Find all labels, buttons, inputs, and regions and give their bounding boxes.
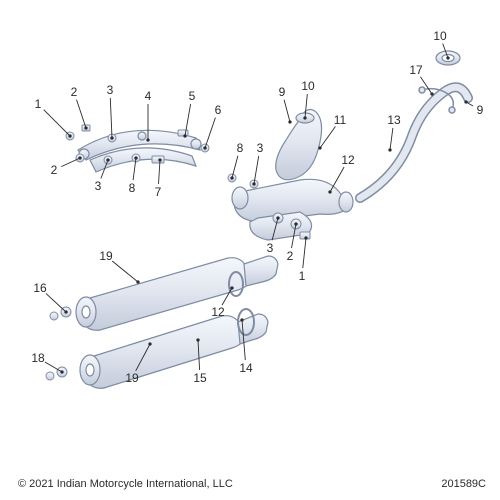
callout-number: 17	[409, 63, 422, 77]
callout-number: 3	[95, 179, 102, 193]
bracket-part	[78, 130, 201, 172]
tip-hardware	[46, 307, 71, 380]
callout-number: 19	[125, 371, 138, 385]
parts-illustration	[0, 0, 500, 500]
collector-pipe	[232, 179, 353, 240]
callout-number: 3	[267, 241, 274, 255]
diagram-canvas: 1234567823839101112131710923119161819151…	[0, 0, 500, 500]
callout-number: 14	[239, 361, 252, 375]
callout-number: 1	[299, 269, 306, 283]
callout-number: 16	[33, 281, 46, 295]
callout-number: 19	[99, 249, 112, 263]
callout-number: 15	[193, 371, 206, 385]
callout-number: 12	[341, 153, 354, 167]
callout-number: 9	[279, 85, 286, 99]
callout-number: 3	[257, 141, 264, 155]
callout-number: 8	[237, 141, 244, 155]
callout-number: 5	[189, 89, 196, 103]
header-pipe-front	[276, 110, 322, 180]
callout-number: 2	[287, 249, 294, 263]
callout-number: 6	[215, 103, 222, 117]
callout-number: 12	[211, 305, 224, 319]
callout-number: 18	[31, 351, 44, 365]
callout-number: 2	[71, 85, 78, 99]
callout-number: 3	[107, 83, 114, 97]
callout-number: 13	[387, 113, 400, 127]
callout-number: 10	[301, 79, 314, 93]
callout-number: 7	[155, 185, 162, 199]
copyright-text: © 2021 Indian Motorcycle International, …	[18, 478, 233, 490]
callout-number: 1	[35, 97, 42, 111]
callout-number: 11	[334, 113, 346, 127]
figure-id: 201589C	[441, 478, 486, 490]
callout-number: 10	[433, 29, 446, 43]
callout-number: 8	[129, 181, 136, 195]
header-pipe-rear	[360, 87, 468, 198]
callout-number: 9	[477, 103, 484, 117]
callout-number: 2	[51, 163, 58, 177]
callout-number: 4	[145, 89, 152, 103]
